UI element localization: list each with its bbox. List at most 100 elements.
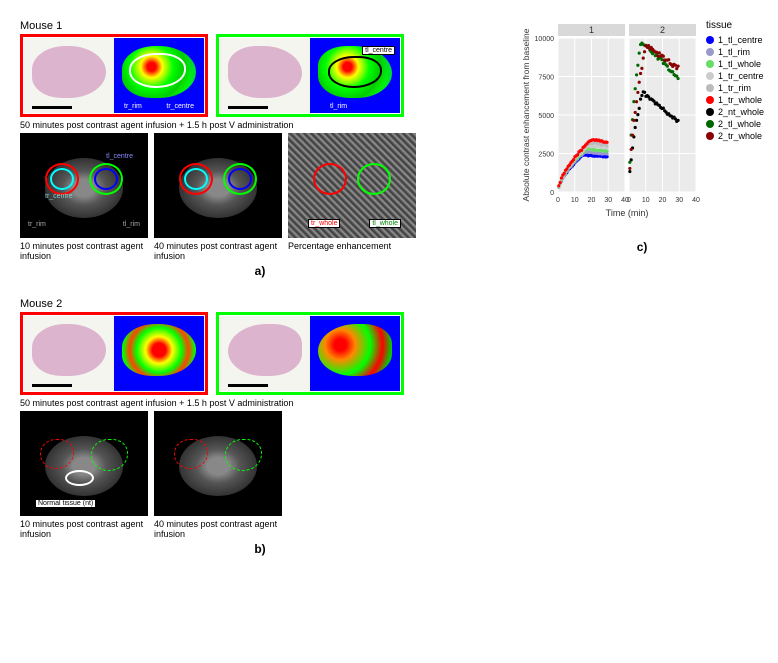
svg-text:20: 20 [588, 197, 596, 204]
mouse2-label: Mouse 2 [20, 298, 500, 310]
legend-dot [706, 132, 714, 140]
legend-dot [706, 84, 714, 92]
legend-label: 1_tl_rim [718, 47, 750, 57]
panel-c: 10102030402010203040025005000750010000Ti… [520, 20, 764, 556]
histology-image [24, 316, 114, 391]
mouse1-histology-row: tr_rim tr_centre tl_centre tl_rim [20, 34, 500, 117]
caption: Percentage enhancement [288, 241, 416, 261]
mouse2-right-tumor-pair [20, 312, 208, 395]
svg-text:30: 30 [604, 197, 612, 204]
mouse2-mri-row: Normal tissue (nt) [20, 411, 500, 516]
svg-text:0: 0 [627, 197, 631, 204]
legend-dot [706, 96, 714, 104]
tl-rim-lbl: tl_rim [123, 221, 140, 228]
mouse1-mri-row: tl_centre tr_centre tr_rim tl_rim tr_who… [20, 133, 500, 238]
svg-text:2: 2 [660, 25, 665, 35]
legend-title: tissue [706, 20, 764, 31]
chart-container: 10102030402010203040025005000750010000Ti… [520, 20, 764, 220]
legend-dot [706, 72, 714, 80]
mouse1-right-tumor-pair: tr_rim tr_centre [20, 34, 208, 117]
legend-item: 2_tr_whole [706, 131, 764, 141]
svg-text:1: 1 [589, 25, 594, 35]
mouse2-mri-captions: 10 minutes post contrast agent infusion … [20, 519, 500, 539]
svg-text:10000: 10000 [535, 36, 555, 43]
legend-item: 1_tr_centre [706, 71, 764, 81]
legend-label: 1_tl_whole [718, 59, 761, 69]
mouse1-histology-caption: 50 minutes post contrast agent infusion … [20, 120, 500, 130]
panel-b: Mouse 2 50 minutes post contrast agent i… [20, 298, 500, 556]
heatmap-image: tr_rim tr_centre [114, 38, 204, 113]
left-column: Mouse 1 tr_rim tr_centre [20, 20, 500, 556]
histology-image [220, 316, 310, 391]
mri-enhancement: tr_whole tl_whole [288, 133, 416, 238]
legend-dot [706, 48, 714, 56]
legend-dot [706, 108, 714, 116]
tr-centre-lbl: tr_centre [45, 193, 73, 200]
nt-label-box: Normal tissue (nt) [35, 499, 96, 508]
legend-label: 2_tr_whole [718, 131, 762, 141]
panel-a: Mouse 1 tr_rim tr_centre [20, 20, 500, 278]
tl-centre-box: tl_centre [362, 46, 395, 55]
chart-legend: tissue 1_tl_centre 1_tl_rim 1_tl_whole 1_tr… [706, 20, 764, 143]
mri-10min: Normal tissue (nt) [20, 411, 148, 516]
svg-text:20: 20 [659, 197, 667, 204]
tr-centre-annot: tr_centre [166, 103, 194, 110]
histology-image [220, 38, 310, 113]
legend-label: 1_tr_rim [718, 83, 751, 93]
figure-container: Mouse 1 tr_rim tr_centre [20, 20, 758, 556]
legend-item: 2_nt_whole [706, 107, 764, 117]
legend-label: 2_nt_whole [718, 107, 764, 117]
legend-label: 1_tl_centre [718, 35, 763, 45]
svg-text:10: 10 [571, 197, 579, 204]
svg-text:0: 0 [556, 197, 560, 204]
legend-dot [706, 120, 714, 128]
mouse1-label: Mouse 1 [20, 20, 500, 32]
mouse1-mri-captions: 10 minutes post contrast agent infusion … [20, 241, 500, 261]
legend-item: 1_tl_whole [706, 59, 764, 69]
caption: 10 minutes post contrast agent infusion [20, 241, 148, 261]
panel-b-label: b) [20, 542, 500, 556]
svg-text:Absolute contrast enhancement: Absolute contrast enhancement from basel… [521, 28, 531, 201]
legend-dot [706, 60, 714, 68]
legend-label: 2_tl_whole [718, 119, 761, 129]
caption: 10 minutes post contrast agent infusion [20, 519, 148, 539]
heatmap-image [114, 316, 204, 391]
legend-item: 1_tl_rim [706, 47, 764, 57]
mouse2-histology-row [20, 312, 500, 395]
tr-rim-annot: tr_rim [124, 103, 142, 110]
enhancement-chart: 10102030402010203040025005000750010000Ti… [520, 20, 700, 220]
tl-centre-lbl: tl_centre [106, 153, 133, 160]
legend-item: 1_tl_centre [706, 35, 764, 45]
mri-40min [154, 133, 282, 238]
mouse2-left-tumor-pair [216, 312, 404, 395]
histology-image [24, 38, 114, 113]
mri-40min [154, 411, 282, 516]
tr-whole-box: tr_whole [308, 219, 340, 228]
legend-label: 1_tr_whole [718, 95, 762, 105]
legend-label: 1_tr_centre [718, 71, 764, 81]
mri-10min: tl_centre tr_centre tr_rim tl_rim [20, 133, 148, 238]
panel-c-label: c) [637, 240, 648, 254]
svg-text:30: 30 [675, 197, 683, 204]
legend-item: 1_tr_whole [706, 95, 764, 105]
legend-item: 2_tl_whole [706, 119, 764, 129]
mouse2-histology-caption: 50 minutes post contrast agent infusion … [20, 398, 500, 408]
svg-text:Time (min): Time (min) [606, 208, 649, 218]
tl-whole-box: tl_whole [369, 219, 401, 228]
panel-a-label: a) [20, 264, 500, 278]
caption: 40 minutes post contrast agent infusion [154, 241, 282, 261]
svg-text:7500: 7500 [538, 75, 554, 82]
legend-dot [706, 36, 714, 44]
svg-text:40: 40 [692, 197, 700, 204]
svg-text:0: 0 [550, 190, 554, 197]
svg-text:2500: 2500 [538, 152, 554, 159]
tr-rim-lbl: tr_rim [28, 221, 46, 228]
heatmap-image: tl_centre tl_rim [310, 38, 400, 113]
tl-rim-annot: tl_rim [330, 103, 347, 110]
svg-text:10: 10 [642, 197, 650, 204]
svg-text:5000: 5000 [538, 113, 554, 120]
heatmap-image [310, 316, 400, 391]
legend-item: 1_tr_rim [706, 83, 764, 93]
mouse1-left-tumor-pair: tl_centre tl_rim [216, 34, 404, 117]
caption: 40 minutes post contrast agent infusion [154, 519, 282, 539]
